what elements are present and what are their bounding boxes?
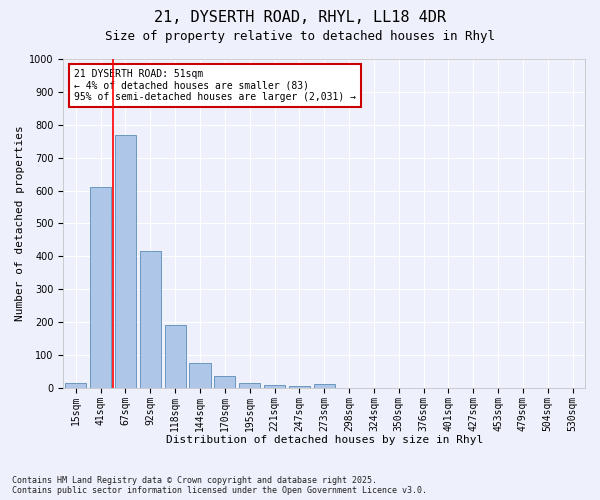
Y-axis label: Number of detached properties: Number of detached properties: [15, 126, 25, 322]
Bar: [115, 134, 136, 388]
Bar: [140, 252, 161, 388]
Text: Size of property relative to detached houses in Rhyl: Size of property relative to detached ho…: [105, 30, 495, 43]
Bar: [65, 383, 86, 388]
Text: Contains HM Land Registry data © Crown copyright and database right 2025.
Contai: Contains HM Land Registry data © Crown c…: [12, 476, 427, 495]
Bar: [164, 326, 186, 388]
X-axis label: Distribution of detached houses by size in Rhyl: Distribution of detached houses by size …: [166, 435, 483, 445]
Bar: [239, 382, 260, 388]
Bar: [190, 364, 211, 388]
Text: 21, DYSERTH ROAD, RHYL, LL18 4DR: 21, DYSERTH ROAD, RHYL, LL18 4DR: [154, 10, 446, 25]
Bar: [264, 384, 285, 388]
Bar: [314, 384, 335, 388]
Bar: [289, 386, 310, 388]
Bar: [214, 376, 235, 388]
Text: 21 DYSERTH ROAD: 51sqm
← 4% of detached houses are smaller (83)
95% of semi-deta: 21 DYSERTH ROAD: 51sqm ← 4% of detached …: [74, 69, 356, 102]
Bar: [90, 188, 111, 388]
